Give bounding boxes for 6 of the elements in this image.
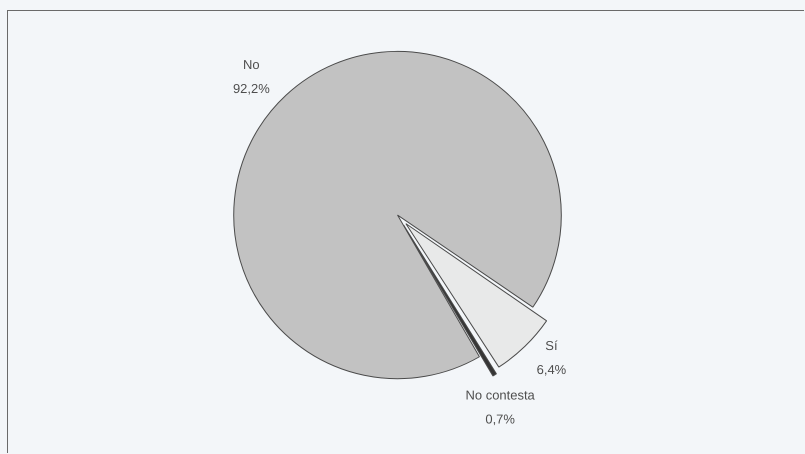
data-label: 6,4% [536, 362, 567, 377]
slice-label: No contesta [466, 387, 536, 402]
data-label: 0,7% [485, 411, 516, 426]
slice-label: Sí [545, 338, 558, 353]
data-label: 92,2% [232, 81, 270, 96]
slice-label: No [243, 57, 260, 72]
